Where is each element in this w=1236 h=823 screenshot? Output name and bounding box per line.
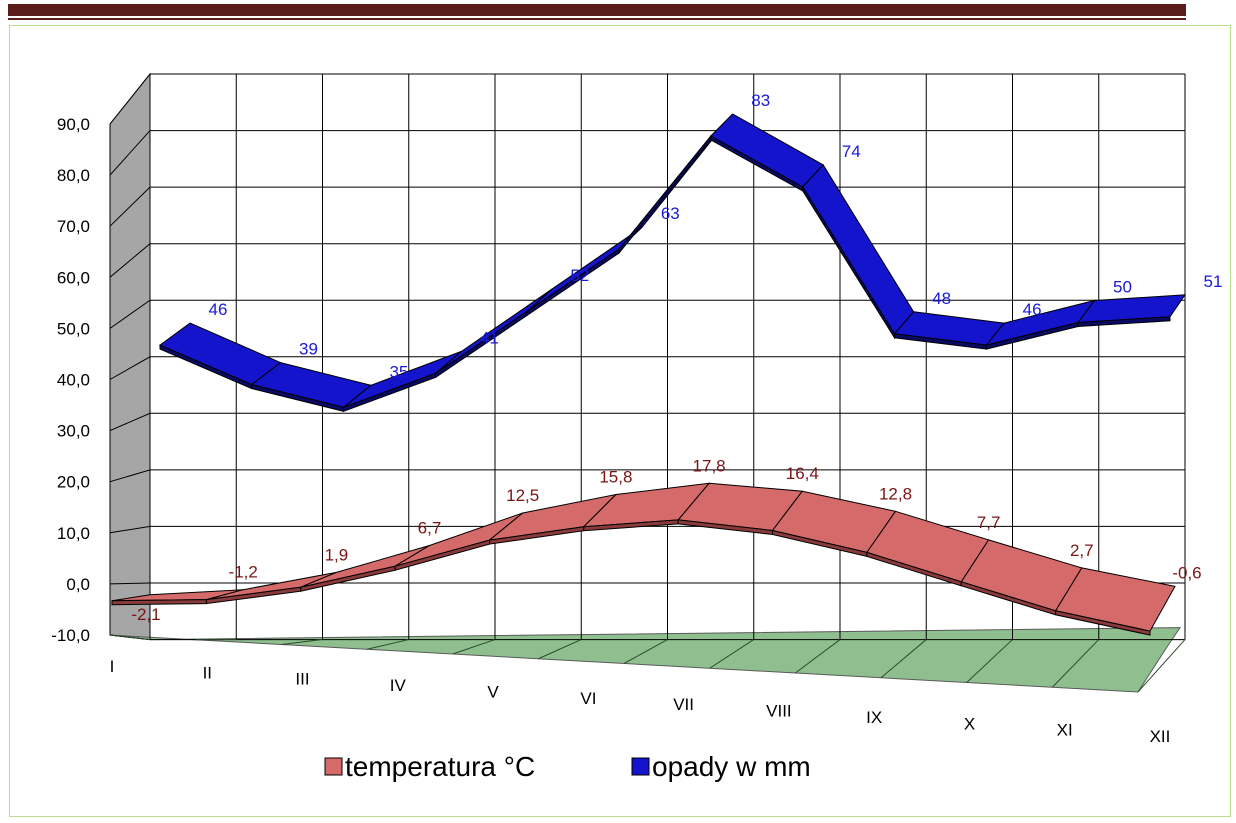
data-label-temperatura: 6,7	[418, 519, 442, 538]
x-tick-label: III	[295, 670, 309, 689]
x-tick-label: V	[487, 683, 499, 702]
data-label-opady: 51	[1204, 272, 1223, 291]
y-tick-label: 0,0	[66, 575, 90, 594]
legend-swatch-opady	[631, 757, 650, 776]
x-tick-label: IX	[866, 708, 882, 727]
data-label-temperatura: 16,4	[786, 464, 819, 483]
floor-gridline	[880, 639, 927, 679]
x-tick-label: VII	[673, 695, 694, 714]
floor-gridline	[795, 639, 841, 674]
x-tick-label: VIII	[766, 702, 792, 721]
y-tick-label: 10,0	[57, 524, 90, 543]
floor-gridline	[966, 639, 1013, 683]
ribbon-edge-temperatura	[1055, 610, 1151, 636]
floor-gridline	[366, 639, 409, 650]
data-label-opady: 50	[1113, 278, 1132, 297]
x-axis: I II III IV V VI VII VIII IX X XI XII	[110, 657, 1171, 746]
data-label-opady: 48	[932, 289, 951, 308]
floor-gridline	[623, 639, 668, 664]
y-tick-label: 60,0	[57, 268, 90, 287]
y-tick-label: 90,0	[57, 115, 90, 134]
x-tick-label: XII	[1150, 727, 1171, 746]
header-rule	[8, 4, 1186, 16]
floor-gridline	[1137, 639, 1186, 693]
chart-ribbons	[111, 113, 1186, 636]
x-tick-label: II	[203, 663, 212, 682]
data-label-temperatura: 1,9	[325, 545, 349, 564]
x-tick-label: X	[964, 714, 975, 733]
floor-gridline	[281, 639, 323, 645]
data-label-opady: 46	[209, 300, 228, 319]
data-label-opady: 41	[480, 328, 499, 347]
side-wall	[109, 72, 151, 641]
data-label-opady: 35	[389, 362, 408, 381]
data-label-temperatura: -1,2	[229, 563, 258, 582]
y-tick-label: 40,0	[57, 371, 90, 390]
floor-gridline	[452, 639, 496, 655]
data-label-opady: 74	[842, 142, 861, 161]
chart-frame	[9, 25, 1231, 817]
legend: temperatura °C opady w mm	[324, 751, 811, 782]
y-tick-label: 30,0	[57, 422, 90, 441]
data-label-opady: 46	[1023, 300, 1042, 319]
y-tick-label: -10,0	[51, 626, 90, 645]
legend-label-temperatura: temperatura °C	[345, 751, 535, 782]
y-tick-label: 20,0	[57, 473, 90, 492]
data-label-temperatura: 17,8	[693, 456, 726, 475]
x-tick-label: VI	[580, 689, 596, 708]
y-axis: -10,0 0,0 10,0 20,0 30,0 40,0 50,0 60,0 70,0 80,0…	[51, 115, 111, 645]
y-tick-label: 70,0	[57, 217, 90, 236]
data-label-temperatura: 2,7	[1070, 541, 1094, 560]
data-label-opady: 39	[299, 340, 318, 359]
chart-data-labels: -2,1 -1,2 1,9 6,7 12,5 15,8 17,8 16,4 12,8 7,7 2,7…	[131, 91, 1222, 624]
floor-gridline	[1051, 639, 1100, 688]
floor-gridline	[709, 639, 755, 669]
header-rule-thin	[8, 18, 1186, 20]
floor-gridline	[538, 639, 582, 660]
data-label-temperatura: 12,5	[506, 486, 539, 505]
y-tick-label: 80,0	[57, 166, 90, 185]
data-label-temperatura: 7,7	[977, 513, 1001, 532]
x-tick-label: I	[110, 657, 115, 676]
legend-label-opady: opady w mm	[652, 751, 811, 782]
data-label-temperatura: -2,1	[131, 605, 160, 624]
data-label-temperatura: -0,6	[1172, 563, 1201, 582]
data-label-opady: 63	[661, 204, 680, 223]
legend-swatch-temperatura	[324, 757, 343, 776]
y-tick-label: 50,0	[57, 319, 90, 338]
data-label-opady: 83	[751, 91, 770, 110]
floor-gridline	[109, 634, 151, 641]
data-label-temperatura: 12,8	[879, 484, 912, 503]
data-label-opady: 52	[570, 266, 589, 285]
data-label-temperatura: 15,8	[599, 468, 632, 487]
x-tick-label: IV	[390, 676, 407, 695]
ribbon-edge-opady	[1077, 316, 1171, 328]
x-tick-label: XI	[1057, 721, 1073, 740]
